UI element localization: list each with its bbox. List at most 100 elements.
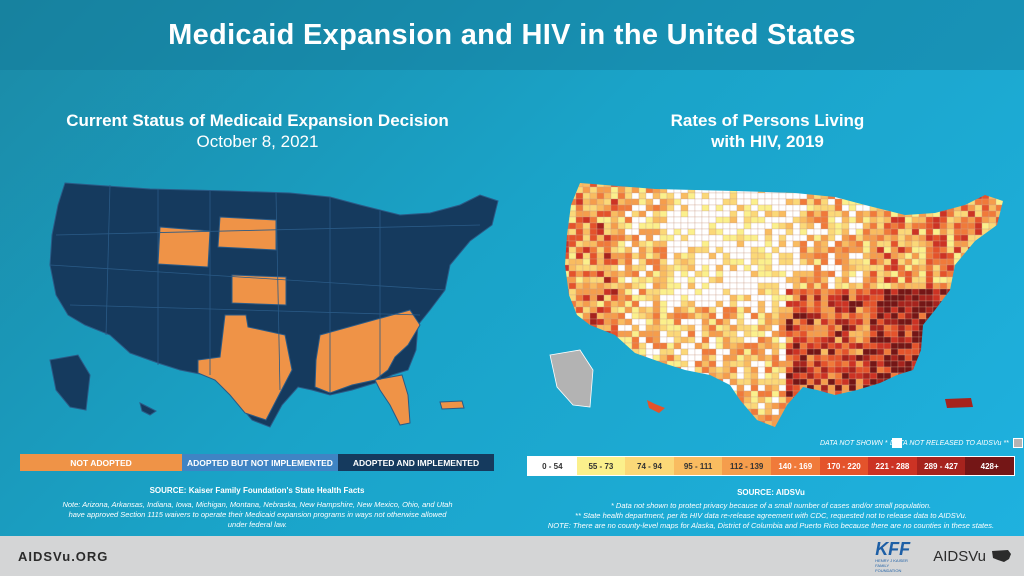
- county-cell: [757, 372, 766, 380]
- county-cell: [785, 264, 794, 272]
- county-cell: [863, 175, 870, 181]
- county-cell: [974, 294, 983, 302]
- county-cell: [855, 414, 864, 422]
- county-cell: [988, 264, 997, 272]
- county-cell: [988, 246, 997, 254]
- county-cell: [565, 282, 570, 290]
- county-cell: [617, 384, 626, 392]
- county-cell: [589, 252, 598, 260]
- footer-url[interactable]: AIDSVu.ORG: [18, 548, 109, 564]
- county-cell: [757, 264, 766, 272]
- county-cell: [883, 294, 892, 302]
- county-cell: [568, 234, 577, 242]
- county-cell: [757, 246, 766, 254]
- county-cell: [565, 234, 570, 242]
- county-cell: [778, 426, 787, 427]
- county-cell: [813, 330, 822, 338]
- county-cell: [666, 183, 675, 188]
- county-cell: [659, 396, 668, 404]
- county-cell: [883, 183, 892, 188]
- county-cell: [687, 258, 696, 266]
- county-cell: [778, 276, 787, 284]
- county-cell: [939, 342, 948, 350]
- county-cell: [848, 204, 857, 212]
- county-cell: [778, 414, 787, 422]
- county-cell: [792, 360, 801, 368]
- county-cell: [568, 246, 577, 254]
- county-cell: [988, 312, 997, 320]
- county-cell: [589, 192, 598, 200]
- county-cell: [771, 306, 780, 314]
- county-cell: [792, 270, 801, 278]
- county-cell: [876, 384, 885, 392]
- county-cell: [918, 354, 927, 362]
- county-cell: [785, 312, 794, 320]
- county-cell: [680, 288, 689, 296]
- county-cell: [589, 228, 598, 236]
- county-cell: [568, 330, 577, 338]
- county-cell: [806, 240, 815, 248]
- county-cell: [883, 234, 892, 242]
- county-cell: [834, 324, 843, 332]
- county-cell: [932, 282, 941, 290]
- county-cell: [967, 390, 976, 398]
- county-cell: [869, 258, 878, 266]
- county-cell: [582, 228, 591, 236]
- county-cell: [960, 186, 969, 194]
- county-cell: [709, 175, 716, 181]
- county-cell: [988, 270, 997, 278]
- county-cell: [575, 324, 584, 332]
- county-cell: [750, 183, 759, 188]
- county-cell: [925, 294, 934, 302]
- county-cell: [890, 276, 899, 284]
- county-cell: [1002, 276, 1003, 284]
- county-cell: [757, 336, 766, 344]
- county-cell: [848, 288, 857, 296]
- county-cell: [652, 312, 661, 320]
- county-cell: [565, 270, 570, 278]
- county-cell: [911, 396, 920, 404]
- county-cell: [666, 402, 675, 410]
- county-cell: [639, 433, 646, 435]
- county-cell: [806, 210, 815, 218]
- county-cell: [862, 402, 871, 410]
- county-cell: [666, 318, 675, 326]
- county-cell: [946, 228, 955, 236]
- county-cell: [631, 360, 640, 368]
- county-cell: [988, 300, 997, 308]
- county-cell: [918, 240, 927, 248]
- county-cell: [813, 384, 822, 392]
- county-cell: [946, 222, 955, 230]
- county-cell: [694, 270, 703, 278]
- county-cell: [631, 330, 640, 338]
- county-cell: [876, 420, 885, 427]
- county-cell: [855, 240, 864, 248]
- county-cell: [890, 288, 899, 296]
- county-cell: [729, 408, 738, 416]
- county-cell: [946, 330, 955, 338]
- county-cell: [869, 426, 878, 427]
- county-cell: [589, 318, 598, 326]
- county-cell: [673, 198, 682, 206]
- county-cell: [995, 186, 1003, 194]
- county-cell: [995, 183, 1003, 188]
- county-cell: [652, 258, 661, 266]
- county-cell: [981, 300, 990, 308]
- county-cell: [855, 402, 864, 410]
- county-cell: [736, 336, 745, 344]
- county-cell: [687, 300, 696, 308]
- county-cell: [981, 276, 990, 284]
- county-cell: [988, 318, 997, 326]
- county-cell: [905, 433, 912, 435]
- county-cell: [694, 234, 703, 242]
- county-cell: [645, 252, 654, 260]
- county-cell: [925, 282, 934, 290]
- county-cell: [652, 192, 661, 200]
- county-cell: [953, 246, 962, 254]
- county-cell: [925, 336, 934, 344]
- county-cell: [757, 282, 766, 290]
- county-cell: [792, 306, 801, 314]
- county-cell: [715, 270, 724, 278]
- county-cell: [708, 312, 717, 320]
- county-cell: [694, 240, 703, 248]
